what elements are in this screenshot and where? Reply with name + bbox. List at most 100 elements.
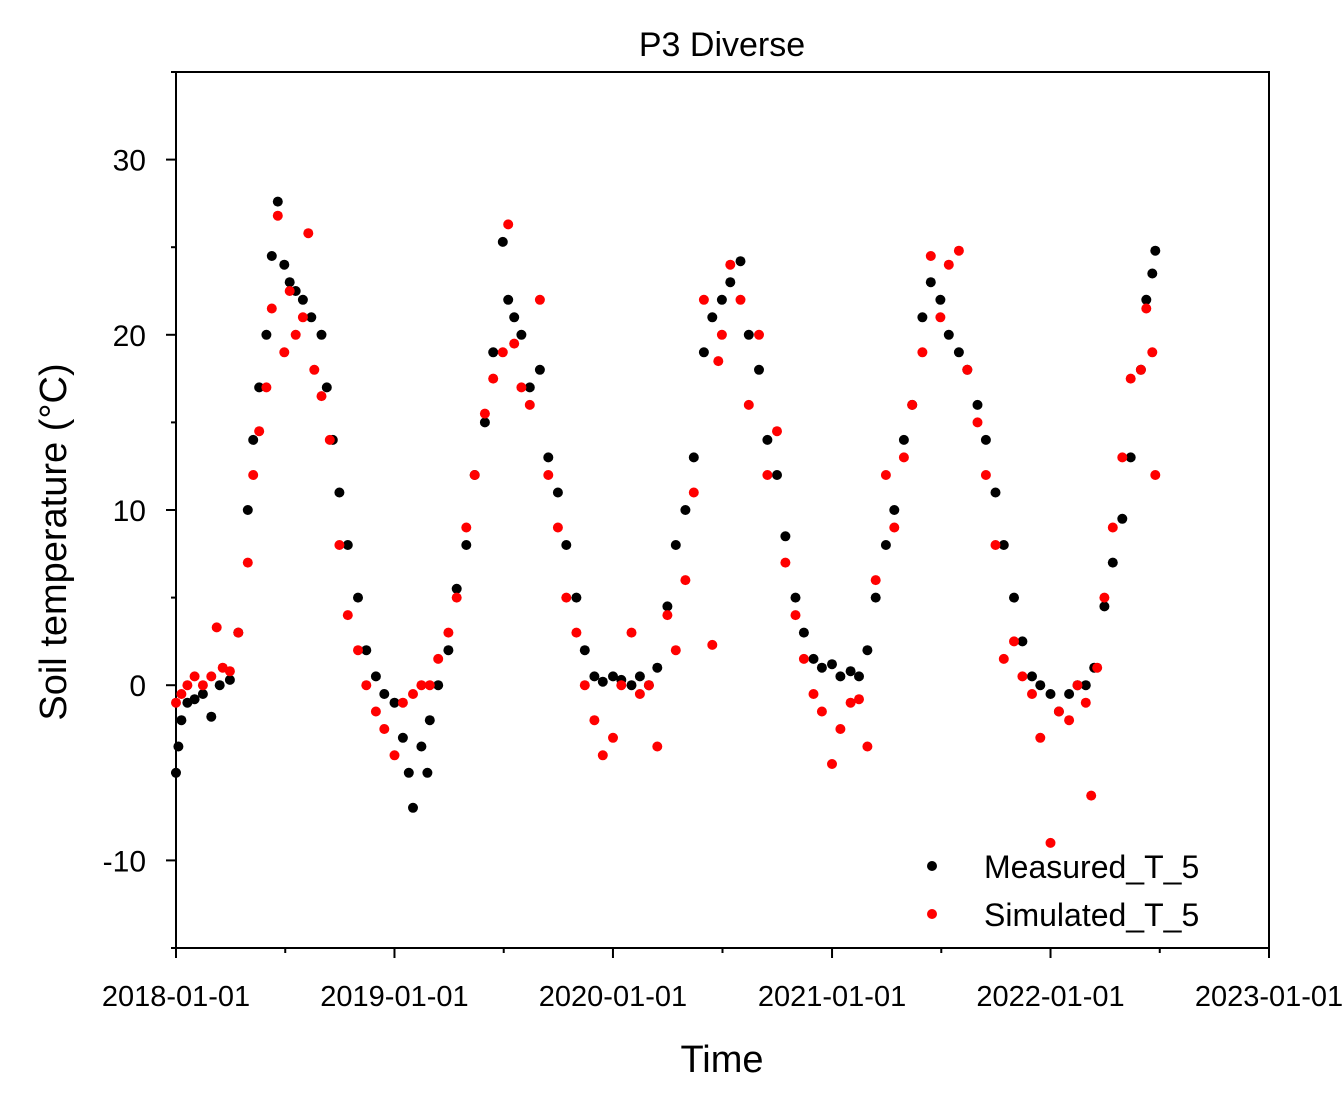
data-point (935, 294, 946, 305)
data-point (189, 671, 200, 682)
data-point (889, 505, 900, 515)
data-point (272, 210, 283, 221)
data-point (680, 505, 691, 515)
data-point (279, 347, 290, 358)
data-point (725, 277, 736, 288)
data-point (543, 452, 554, 463)
data-point (808, 653, 819, 664)
data-point (634, 671, 645, 682)
data-point (534, 294, 545, 305)
data-point (1017, 671, 1028, 682)
data-point (197, 689, 208, 699)
data-point (516, 329, 527, 340)
data-point (297, 294, 308, 305)
data-point (248, 470, 259, 480)
data-point (1053, 706, 1064, 717)
y-tick-label: -10 (103, 845, 146, 878)
data-point (1125, 452, 1136, 463)
data-point (743, 329, 754, 340)
data-point (424, 715, 435, 726)
data-point (790, 592, 801, 603)
y-tick-label: 20 (113, 320, 146, 353)
data-point (361, 645, 372, 656)
data-point (862, 741, 873, 752)
data-point (980, 434, 991, 445)
data-point (233, 627, 244, 638)
data-point (935, 312, 946, 323)
data-point (688, 452, 699, 463)
legend-label-measured: Measured_T_5 (984, 849, 1199, 885)
y-tick-label: 30 (113, 145, 146, 178)
data-point (488, 373, 499, 384)
data-point (827, 759, 837, 769)
data-point (461, 540, 472, 550)
legend-label-simulated: Simulated_T_5 (984, 897, 1199, 933)
data-point (552, 522, 563, 533)
data-point (998, 540, 1009, 550)
data-point (698, 294, 709, 305)
data-point (284, 277, 295, 288)
data-point (1080, 680, 1091, 691)
data-point (845, 697, 856, 708)
data-point (197, 680, 208, 691)
x-tick-label: 2020-01-01 (539, 981, 687, 1013)
y-axis: -10 0 10 20 30 (103, 71, 176, 949)
data-point (316, 329, 327, 340)
x-axis-label: Time (680, 1039, 763, 1081)
data-point (1064, 715, 1075, 726)
data-point (433, 680, 444, 691)
data-point (998, 653, 1009, 664)
data-point (798, 653, 809, 664)
plot-frame (175, 71, 1270, 949)
data-point (379, 689, 390, 699)
data-point (780, 531, 791, 542)
data-point (469, 470, 480, 480)
data-point (680, 575, 691, 586)
data-point (389, 750, 400, 761)
data-point (907, 399, 918, 410)
data-point (451, 592, 462, 603)
data-point (1035, 680, 1046, 691)
data-point (524, 382, 535, 393)
data-point (1009, 636, 1019, 647)
data-point (597, 676, 608, 687)
x-tick-label: 2022-01-01 (976, 981, 1124, 1013)
data-point (397, 697, 408, 708)
data-point (616, 680, 627, 691)
data-point (290, 329, 301, 340)
data-point (279, 259, 290, 270)
y-axis-label: Soil temperature (°C) (33, 363, 75, 720)
data-point (353, 645, 363, 656)
data-point (461, 522, 472, 533)
data-point (626, 627, 637, 638)
data-point (707, 312, 718, 323)
data-point (224, 666, 235, 677)
data-point (497, 347, 508, 358)
data-point (1017, 636, 1028, 647)
data-point (214, 680, 225, 691)
data-point (898, 434, 909, 445)
data-point (1027, 689, 1037, 699)
data-point (670, 645, 681, 656)
data-point (284, 286, 295, 296)
data-point (1135, 364, 1146, 375)
data-point (248, 434, 259, 445)
data-point (416, 741, 427, 752)
data-point (1117, 452, 1128, 463)
data-point (261, 329, 272, 340)
data-point (972, 417, 983, 428)
data-point (1117, 513, 1128, 524)
data-point (943, 329, 954, 340)
data-point (972, 399, 983, 410)
data-point (173, 741, 184, 752)
data-point (762, 470, 773, 480)
data-point (643, 680, 654, 691)
legend-marker-simulated (927, 909, 937, 919)
data-point (266, 251, 277, 261)
chart-title: P3 Diverse (639, 26, 805, 64)
data-point (189, 694, 200, 705)
data-point (1125, 373, 1136, 384)
data-point (171, 697, 181, 708)
legend: Measured_T_5 Simulated_T_5 (927, 849, 1199, 933)
